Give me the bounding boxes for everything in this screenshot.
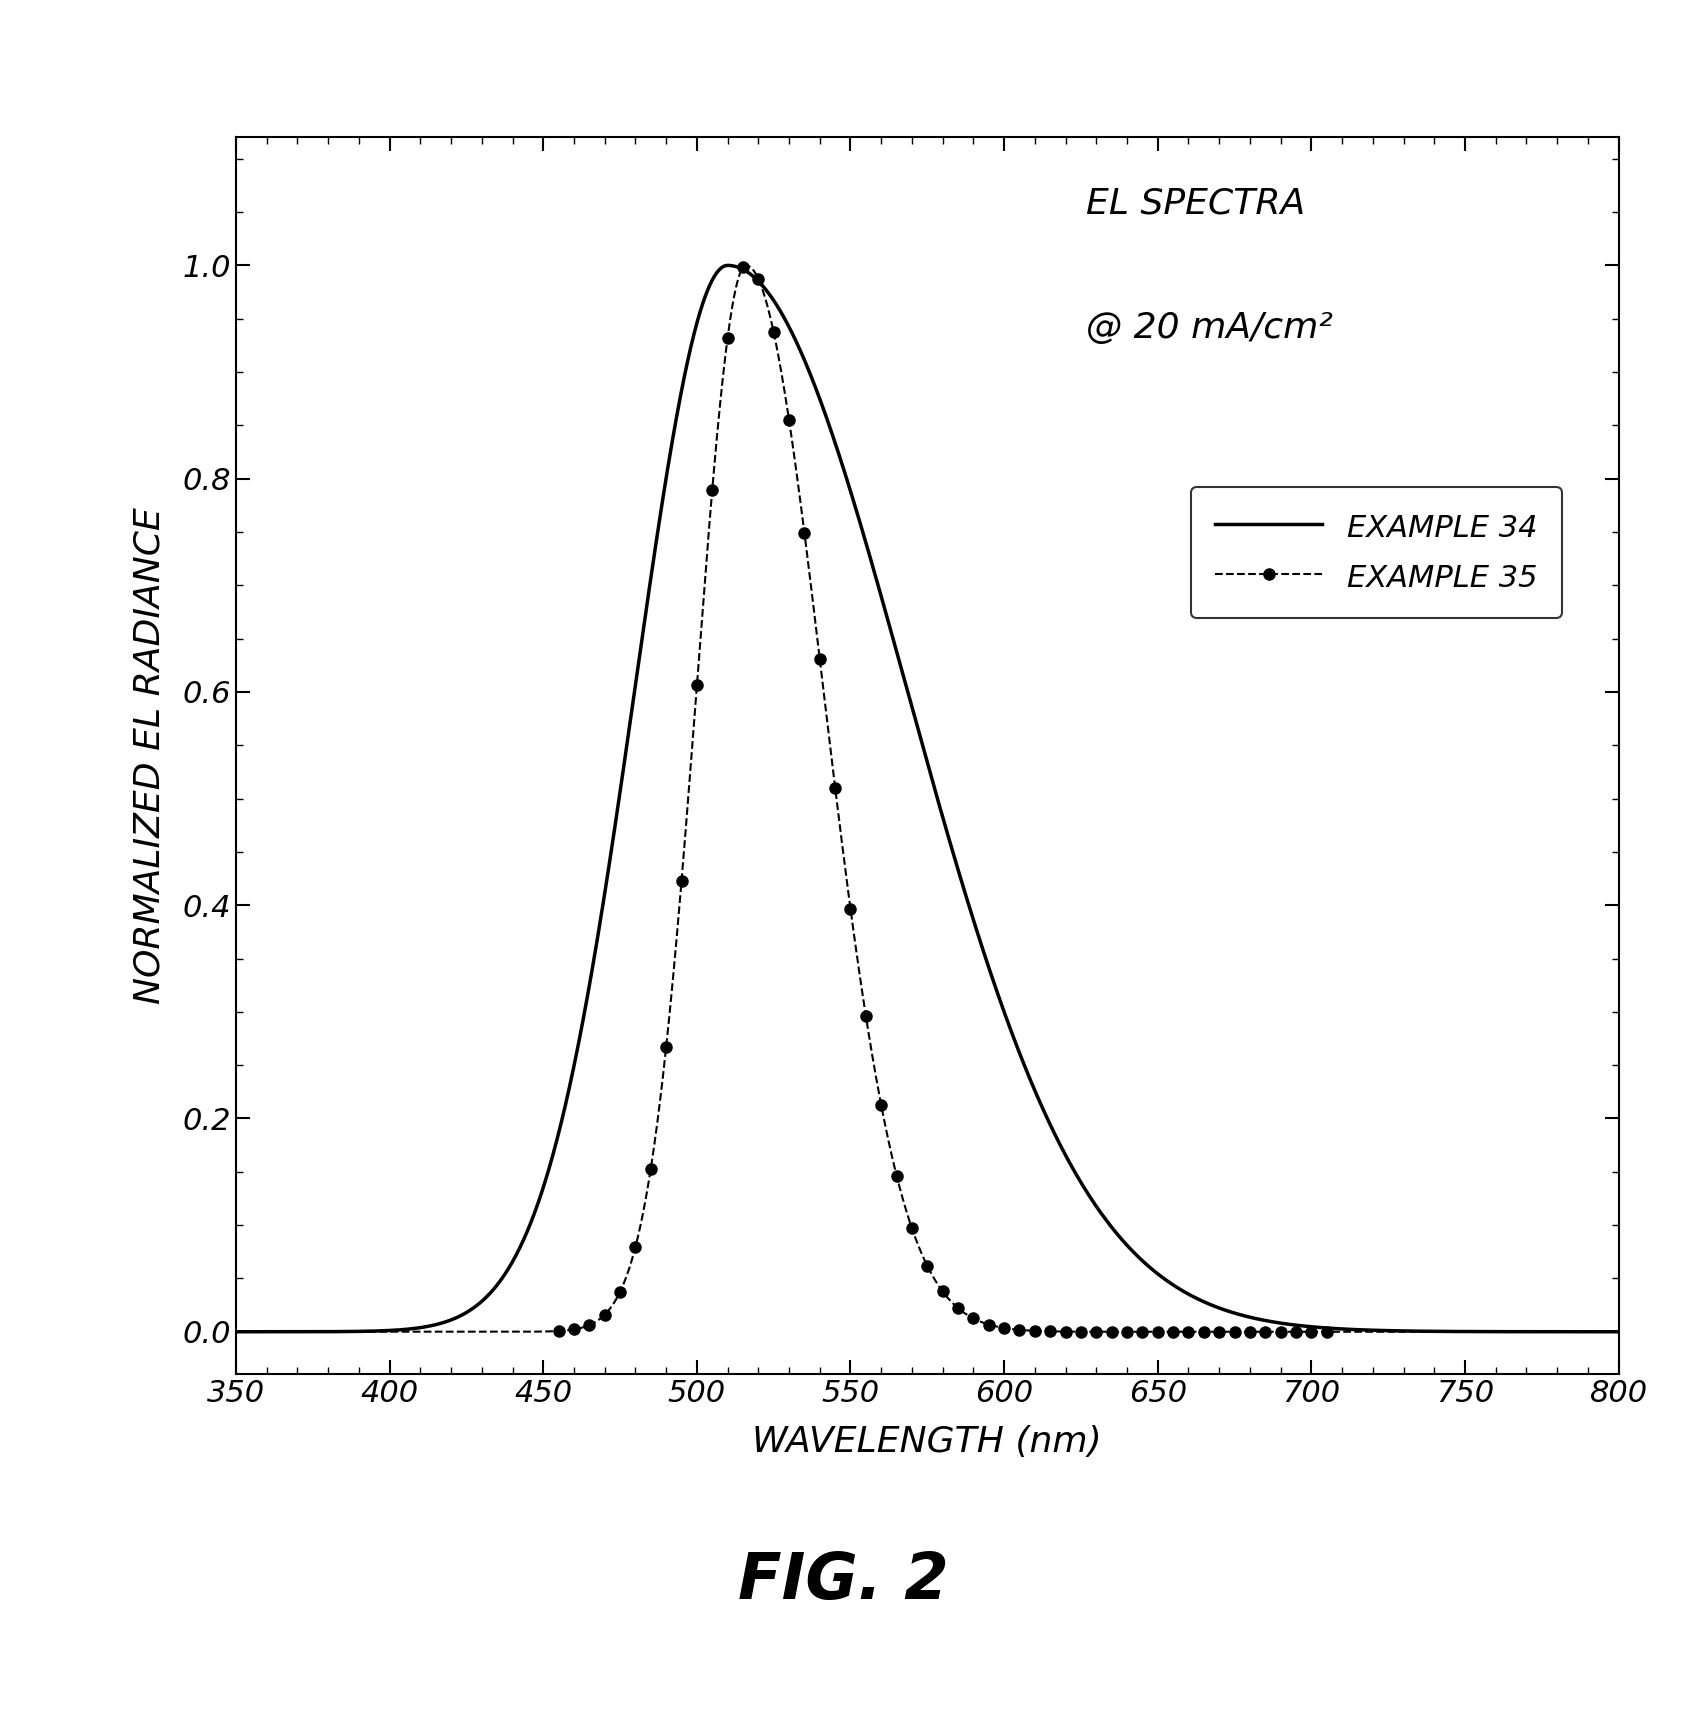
Text: @ 20 mA/cm²: @ 20 mA/cm² xyxy=(1086,311,1334,345)
X-axis label: WAVELENGTH (nm): WAVELENGTH (nm) xyxy=(752,1424,1103,1459)
Legend: EXAMPLE 34, EXAMPLE 35: EXAMPLE 34, EXAMPLE 35 xyxy=(1190,486,1561,618)
Y-axis label: NORMALIZED EL RADIANCE: NORMALIZED EL RADIANCE xyxy=(132,507,165,1005)
Text: FIG. 2: FIG. 2 xyxy=(738,1550,948,1611)
Text: EL SPECTRA: EL SPECTRA xyxy=(1086,187,1305,222)
